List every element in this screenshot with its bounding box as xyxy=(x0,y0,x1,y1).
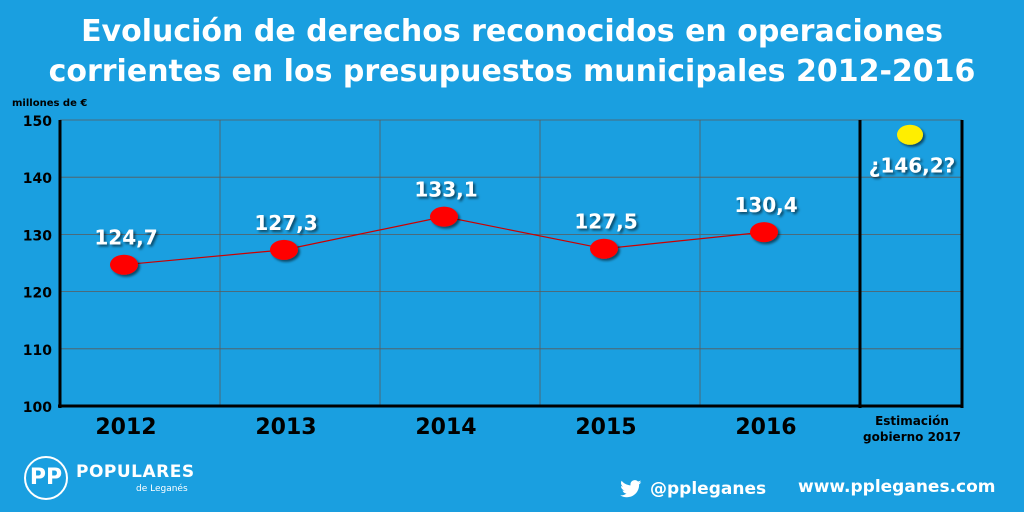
y-axis-label: millones de € xyxy=(12,98,87,109)
chart-title-line-2: corrientes en los presupuestos municipal… xyxy=(48,54,976,89)
populares-logo: PP POPULARES de Leganés xyxy=(24,456,194,502)
estimate-category-label: gobierno 2017 xyxy=(863,430,961,444)
logo-subtitle: de Leganés xyxy=(136,484,188,494)
pp-logo-icon: PP xyxy=(24,456,68,500)
x-tick-label: 2012 xyxy=(95,415,156,440)
data-point xyxy=(110,254,138,275)
data-point xyxy=(590,238,618,259)
data-label: 130,4 xyxy=(734,193,797,217)
data-label: 127,5 xyxy=(574,210,637,234)
data-label: 124,7 xyxy=(94,226,157,250)
website-link[interactable]: www.ppleganes.com xyxy=(798,477,996,497)
y-tick-label: 110 xyxy=(23,343,52,359)
x-tick-label: 2016 xyxy=(735,415,796,440)
y-tick-label: 120 xyxy=(23,286,52,302)
data-points xyxy=(110,206,778,275)
grid-lines xyxy=(60,119,962,406)
estimate-point xyxy=(897,124,923,145)
axes xyxy=(58,120,964,408)
data-label: 127,3 xyxy=(254,211,317,235)
y-tick-label: 150 xyxy=(23,114,52,130)
estimate-category-label: Estimación xyxy=(875,414,949,428)
x-tick-label: 2015 xyxy=(575,415,636,440)
estimate-label: ¿146,2? xyxy=(869,154,955,178)
y-tick-label: 100 xyxy=(23,400,52,416)
chart-title: Evolución de derechos reconocidos en ope… xyxy=(0,12,1024,92)
estimate-panel: ¿146,2? Estimación gobierno 2017 xyxy=(863,124,961,444)
y-tick-label: 130 xyxy=(23,228,52,244)
data-point xyxy=(750,222,778,243)
twitter-bird-icon xyxy=(620,480,642,498)
data-labels: 124,7 127,3 133,1 127,5 130,4 xyxy=(94,178,797,250)
data-point xyxy=(270,239,298,260)
logo-name: POPULARES xyxy=(76,462,195,482)
y-tick-label: 140 xyxy=(23,171,52,187)
data-label: 133,1 xyxy=(414,178,477,202)
data-point xyxy=(430,206,458,227)
x-tick-label: 2014 xyxy=(415,415,476,440)
twitter-link[interactable]: @ppleganes xyxy=(620,478,766,500)
y-tick-labels: 100 110 120 130 140 150 xyxy=(23,114,52,416)
chart-title-line-1: Evolución de derechos reconocidos en ope… xyxy=(81,14,943,49)
x-tick-labels: 2012 2013 2014 2015 2016 xyxy=(95,415,796,440)
x-tick-label: 2013 xyxy=(255,415,316,440)
twitter-handle: @ppleganes xyxy=(650,479,767,499)
